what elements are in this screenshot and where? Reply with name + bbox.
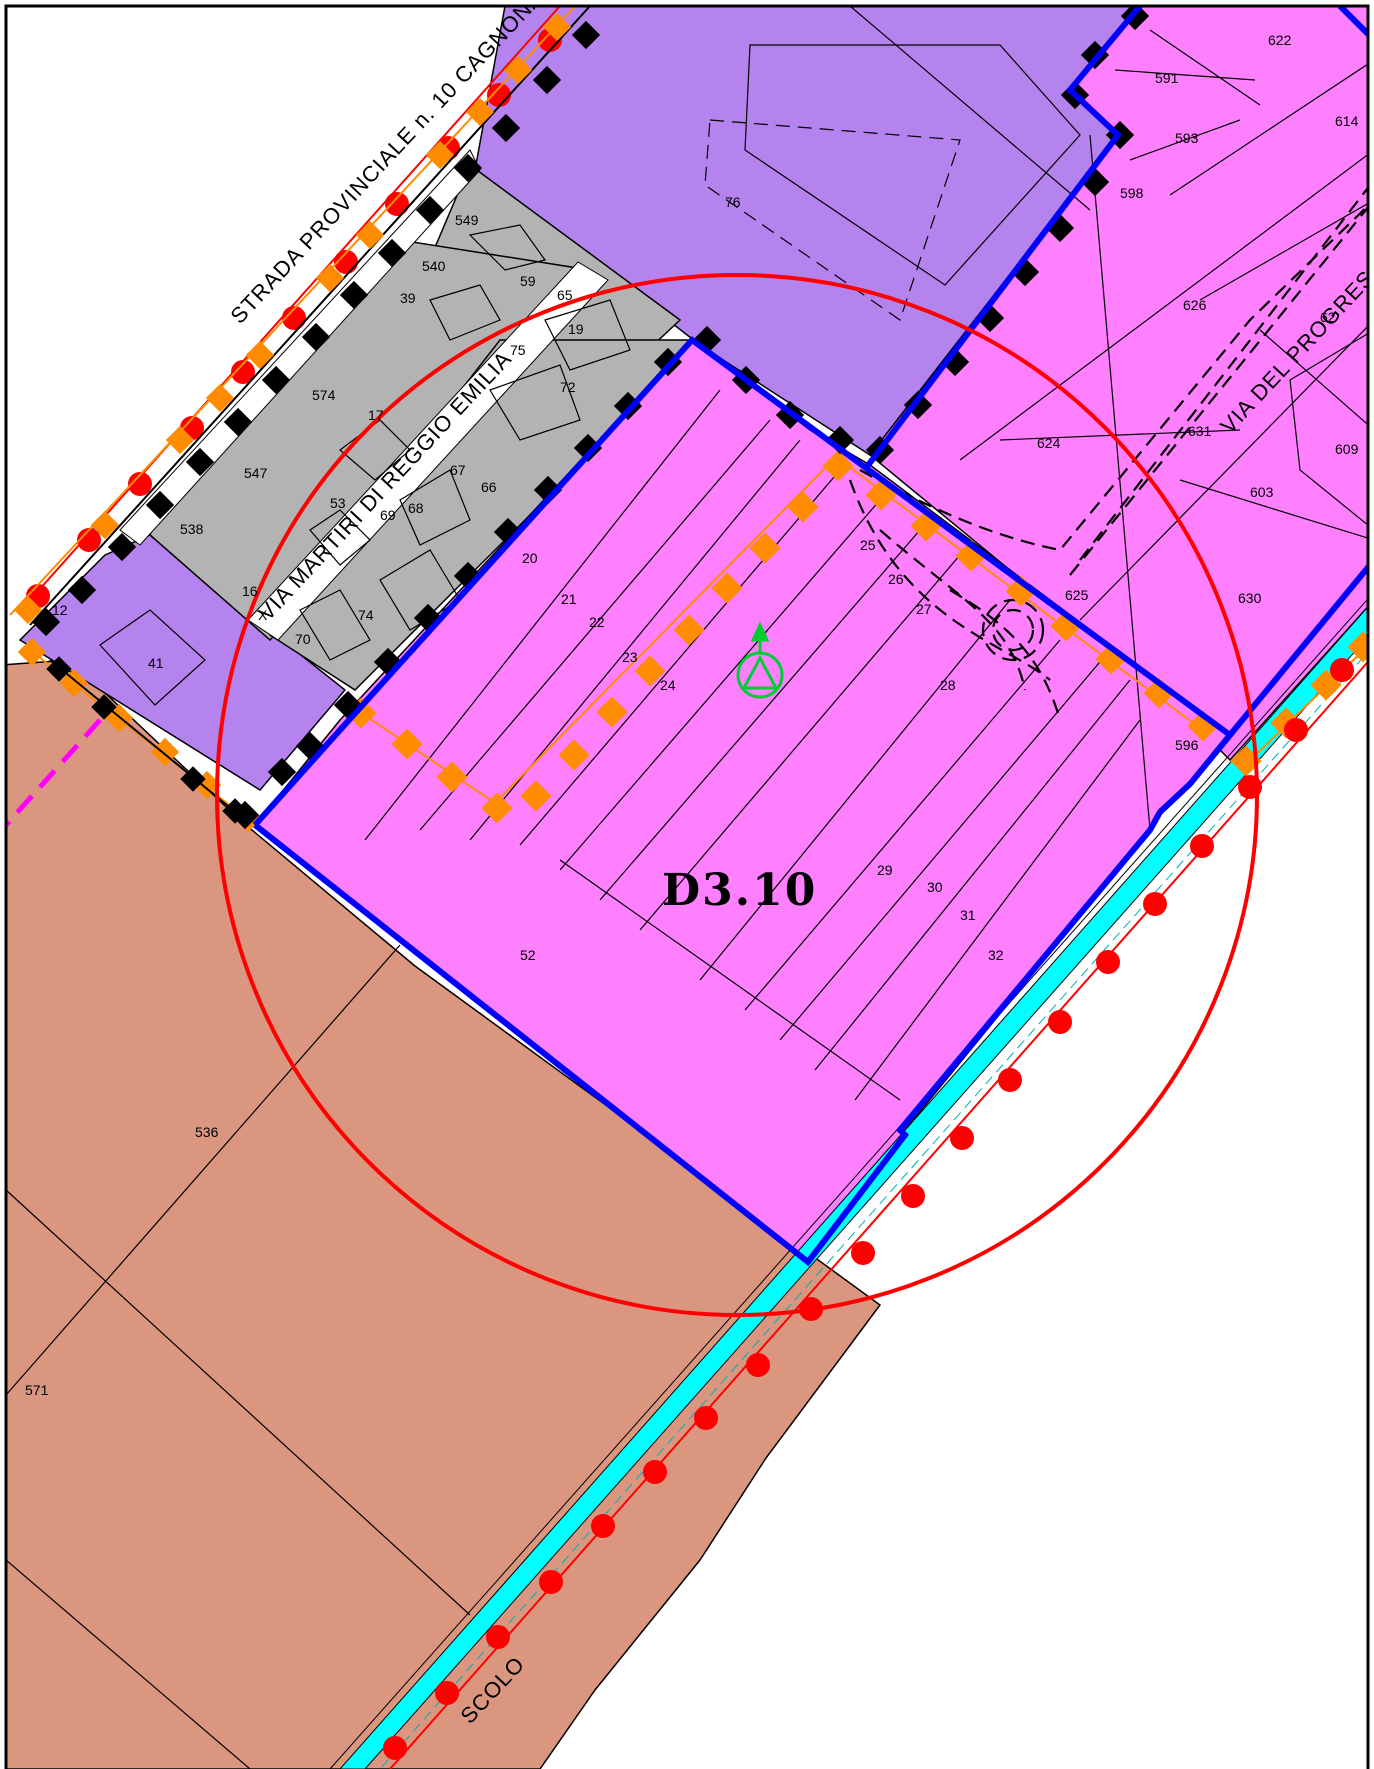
parcel-label: 574 [312,387,336,403]
parcel-label: 68 [408,500,424,516]
parcel-label: 72 [560,379,576,395]
d3-10-parcel-lines [364,134,1151,1101]
parcel-label: 53 [330,495,346,511]
via-martiri-road [247,261,609,641]
buffer-circle [215,273,1259,1317]
parcel-label: 591 [1155,70,1179,86]
parcel-label: 25 [860,537,876,553]
parcel-label: 39 [400,290,416,306]
parcel-label: 74 [358,607,374,623]
scolo-channel [339,606,1368,1769]
parcel-labels: 591 593 598 622 614 626 624 631 603 609 … [25,32,1359,1398]
parcel-label: X [258,607,268,623]
parcel-label: 536 [195,1124,219,1140]
site-marker-icon [736,621,784,699]
parcel-label: 76 [725,194,741,210]
parcel-label: 31 [960,907,976,923]
zone-boundary-corner [1337,6,1368,39]
parcel-label: 67 [450,462,466,478]
parcel-label: 75 [510,342,526,358]
parcel-label: 69 [380,507,396,523]
parcel-label: 598 [1120,185,1144,201]
parcel-label: 609 [1335,441,1359,457]
zone-boundary-d3-10 [252,335,1235,1267]
parcel-label: 614 [1335,113,1359,129]
parcel-label: 603 [1250,484,1274,500]
parcel-label: 27 [916,601,932,617]
parcel-label: 540 [422,258,446,274]
parcel-label: 626 [1183,297,1207,313]
zone-boundary-east [863,6,1143,470]
parcel-label: 12 [52,602,68,618]
parcel-label: 30 [927,879,943,895]
east-parcel-lines [704,6,1368,621]
parcel-label: 624 [1037,435,1061,451]
scolo-edge-line [329,598,1368,1769]
magenta-limit-line [6,718,102,827]
parcel-label: 65 [557,287,573,303]
parcel-label: 26 [888,571,904,587]
parcel-label: 59 [520,273,536,289]
parcel-label: 549 [455,212,479,228]
zone-code-label: D3.10 [662,865,817,916]
parcel-label: 41 [148,655,164,671]
parcel-label: 24 [660,677,676,693]
parcel-label: 32 [988,947,1004,963]
parcel-label: 631 [1188,423,1212,439]
map-frame-border [4,4,1370,1769]
parcel-label: 622 [1268,32,1292,48]
parcel-label: 625 [1065,587,1089,603]
parcel-label: 28 [940,677,956,693]
parcel-label: 52 [520,947,536,963]
parcel-label: 23 [622,649,638,665]
parcel-label: 66 [481,479,497,495]
agricultural-parcel-lines [6,944,471,1769]
parcel-label: 630 [1238,590,1262,606]
parcel-label: 22 [589,614,605,630]
parcel-label: 547 [244,465,268,481]
parcel-label: 16 [242,583,258,599]
parcel-label: 19 [568,321,584,337]
zone-boundary-east-2 [1227,562,1368,737]
parcel-label: 571 [25,1382,49,1398]
parcel-label: 17 [368,407,384,423]
parcel-label: 20 [522,550,538,566]
parcel-label: 596 [1175,737,1199,753]
parcel-label: 70 [295,631,311,647]
parcel-label: 538 [180,521,204,537]
agricultural-zone [6,659,882,1769]
access-road-dashed [848,185,1368,721]
parcel-label: 593 [1175,130,1199,146]
parcel-label: 21 [561,591,577,607]
parcel-label: 29 [877,862,893,878]
parcel-label: 62 [1320,309,1336,325]
